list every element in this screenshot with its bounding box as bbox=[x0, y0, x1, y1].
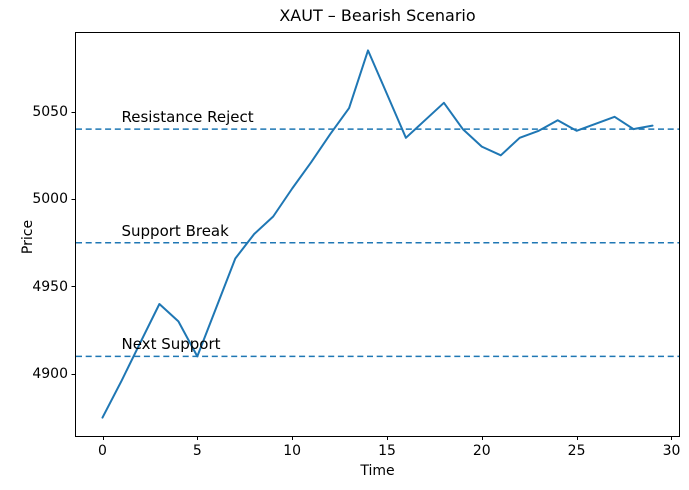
hline-label-next-support: Next Support bbox=[121, 335, 221, 354]
hline-label-resistance-reject: Resistance Reject bbox=[121, 108, 254, 127]
x-axis-label: Time bbox=[360, 463, 395, 479]
y-tick-label: 5000 bbox=[32, 191, 68, 207]
chart-title: XAUT – Bearish Scenario bbox=[279, 6, 476, 25]
x-tick-label: 5 bbox=[192, 443, 202, 459]
y-tick-label: 5050 bbox=[32, 103, 68, 120]
series-price-path bbox=[101, 49, 654, 419]
x-tick-label: 10 bbox=[283, 443, 302, 459]
plot-border bbox=[75, 32, 680, 437]
x-tick-label: 20 bbox=[472, 443, 491, 459]
x-tick-label: 0 bbox=[98, 443, 107, 459]
y-tick-label: 4950 bbox=[32, 278, 68, 295]
y-tick-label: 4900 bbox=[32, 365, 68, 382]
hline-label-support-break: Support Break bbox=[121, 221, 229, 240]
x-tick-label: 30 bbox=[662, 443, 681, 459]
x-tick-label: 25 bbox=[567, 443, 586, 459]
x-tick-label: 15 bbox=[378, 443, 396, 459]
